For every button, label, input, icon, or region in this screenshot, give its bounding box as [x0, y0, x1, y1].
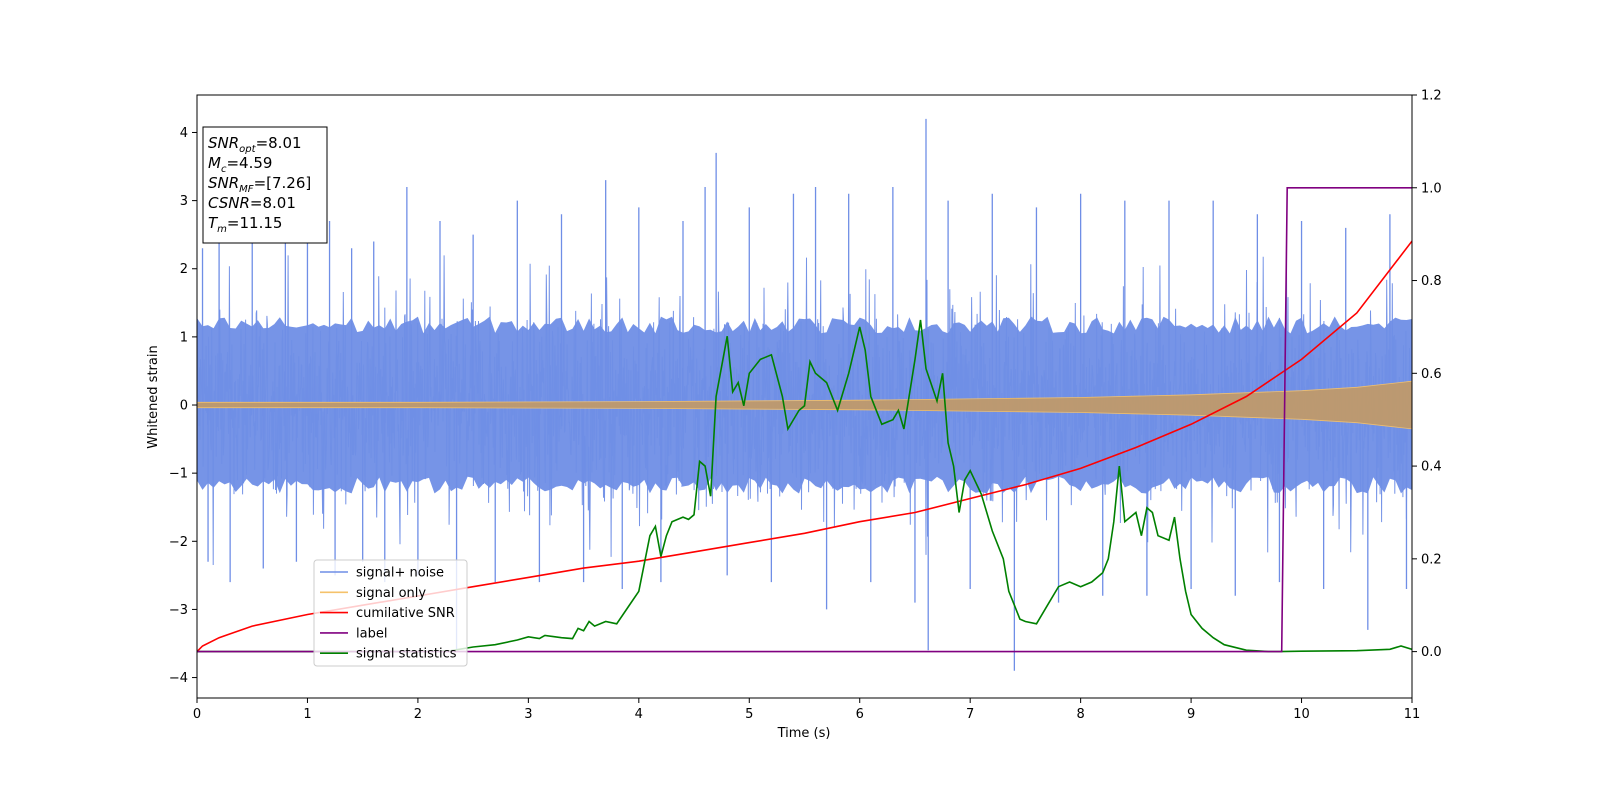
y2-tick-label-4: 0.8: [1421, 274, 1442, 289]
x-axis-label: Time (s): [777, 726, 831, 741]
x-tick-label-2: 2: [414, 707, 422, 722]
series-cumulative-snr: [197, 240, 1412, 653]
y-tick-label-7: 3: [180, 194, 188, 209]
x-tick-label-1: 1: [303, 707, 311, 722]
y2-tick-label-6: 1.2: [1421, 89, 1442, 104]
y2-tick-label-5: 1.0: [1421, 181, 1442, 196]
y2-tick-label-2: 0.4: [1421, 460, 1442, 475]
y-tick-label-0: −4: [169, 671, 188, 686]
legend: signal+ noise signal only cumilative SNR la…: [313, 559, 468, 667]
legend-label-1: signal only: [356, 586, 426, 601]
info-line-3: CSNR=8.01: [208, 194, 296, 212]
y-tick-label-6: 2: [180, 262, 188, 277]
plot-area: [197, 118, 1412, 671]
info-line-0: SNRopt=8.01: [208, 134, 302, 155]
legend-label-2: cumilative SNR: [356, 606, 455, 621]
info-box-frame: [202, 126, 328, 244]
axes: 0 1 2 3 4 5 6 7 8 9 10 11 −4 −3 −2 −1 0 1 2 3 4 0.0 0.2 0.4 0.6 0…: [169, 89, 1442, 723]
series-label: [197, 187, 1412, 653]
legend-label-4: signal statistics: [356, 647, 457, 662]
legend-frame: [313, 559, 468, 667]
plot-frame: [196, 94, 1413, 699]
x-tick-label-5: 5: [745, 707, 753, 722]
y-tick-label-2: −2: [169, 535, 188, 550]
series-signal-statistics: [197, 319, 1412, 653]
y-tick-label-3: −1: [169, 467, 188, 482]
y-axis-label: Whitened strain: [146, 345, 161, 448]
y2-tick-label-3: 0.6: [1421, 367, 1442, 382]
info-line-1: Mc=4.59: [208, 154, 272, 175]
x-tick-label-10: 10: [1293, 707, 1310, 722]
x-tick-label-3: 3: [524, 707, 532, 722]
x-tick-label-9: 9: [1187, 707, 1195, 722]
y2-tick-label-1: 0.2: [1421, 552, 1442, 567]
x-tick-label-4: 4: [635, 707, 643, 722]
x-tick-label-6: 6: [856, 707, 864, 722]
y-tick-label-8: 4: [180, 126, 188, 141]
x-tick-label-11: 11: [1404, 707, 1421, 722]
x-tick-label-0: 0: [193, 707, 201, 722]
y-tick-label-5: 1: [180, 330, 188, 345]
y2-tick-label-0: 0.0: [1421, 645, 1442, 660]
legend-label-0: signal+ noise: [356, 566, 444, 581]
info-line-4: Tm=11.15: [208, 214, 282, 235]
x-tick-label-7: 7: [966, 707, 974, 722]
info-line-2: SNRMF=[7.26]: [208, 174, 311, 195]
y-tick-label-4: 0: [180, 399, 188, 414]
legend-label-3: label: [356, 626, 387, 641]
x-tick-label-8: 8: [1076, 707, 1084, 722]
y-tick-label-1: −3: [169, 603, 188, 618]
